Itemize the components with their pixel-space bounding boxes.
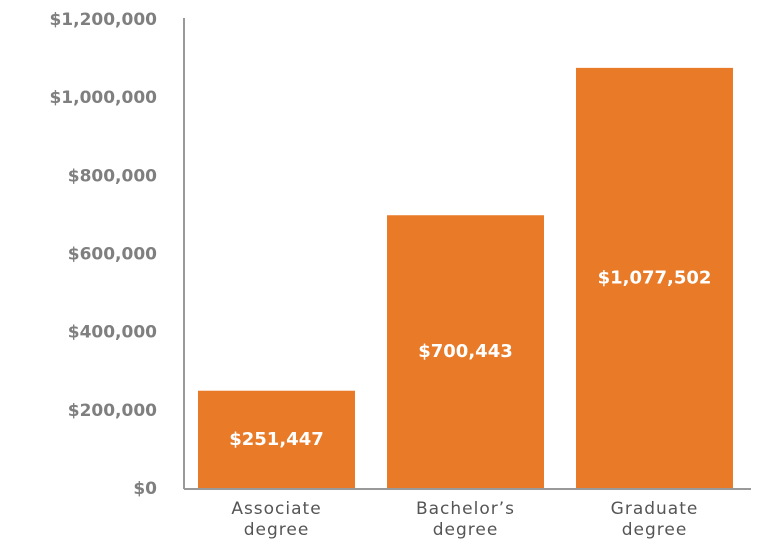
y-tick-label: $600,000 (68, 245, 157, 265)
x-tick-label: Associate degree (231, 499, 322, 540)
y-tick-label: $0 (133, 479, 157, 499)
value-label: $1,077,502 (598, 267, 712, 288)
y-tick-label: $200,000 (68, 401, 157, 421)
value-label: $251,447 (229, 429, 324, 450)
y-tick-label: $1,000,000 (49, 88, 157, 108)
y-tick-label: $800,000 (68, 166, 157, 186)
value-label: $700,443 (418, 341, 513, 362)
bar (576, 67, 733, 489)
x-tick-label: Bachelor’s degree (415, 499, 516, 540)
x-tick-label: Graduate degree (610, 499, 699, 540)
bar (387, 215, 544, 489)
y-tick-label: $1,200,000 (49, 10, 157, 30)
bar (198, 390, 355, 489)
y-tick-label: $400,000 (68, 323, 157, 343)
